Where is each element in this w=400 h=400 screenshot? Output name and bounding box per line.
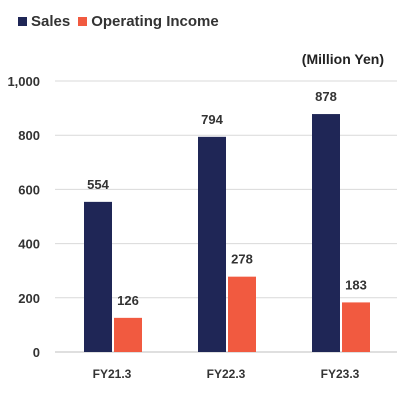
y-tick-label: 1,000: [7, 74, 40, 89]
x-tick-label: FY22.3: [207, 367, 246, 381]
legend-swatch-sales: [18, 17, 27, 26]
legend-label-sales: Sales: [31, 13, 71, 30]
y-tick-label: 800: [18, 128, 40, 143]
bar-sales: [84, 201, 112, 352]
legend-item-operating-income: Operating Income: [78, 13, 219, 30]
legend-swatch-operating-income: [78, 17, 88, 26]
y-tick-label: 0: [33, 345, 40, 360]
unit-label: (Million Yen): [301, 51, 384, 67]
y-tick-label: 600: [18, 182, 40, 197]
data-label: 794: [201, 112, 223, 127]
y-tick-label: 200: [18, 291, 40, 306]
legend: Sales Operating Income: [18, 13, 227, 30]
bar-sales: [312, 114, 340, 352]
bar-operating-income: [228, 276, 256, 352]
bar-sales: [198, 136, 226, 352]
data-label: 183: [345, 277, 367, 292]
x-tick-label: FY23.3: [321, 367, 360, 381]
data-label: 278: [231, 252, 253, 267]
x-tick-label: FY21.3: [93, 367, 132, 381]
legend-item-sales: Sales: [18, 13, 70, 30]
data-label: 878: [315, 89, 337, 104]
y-tick-label: 400: [18, 237, 40, 252]
legend-label-operating-income: Operating Income: [91, 13, 219, 30]
data-label: 554: [87, 177, 109, 192]
data-label: 126: [117, 293, 139, 308]
bar-operating-income: [114, 317, 142, 352]
bar-operating-income: [342, 302, 370, 352]
